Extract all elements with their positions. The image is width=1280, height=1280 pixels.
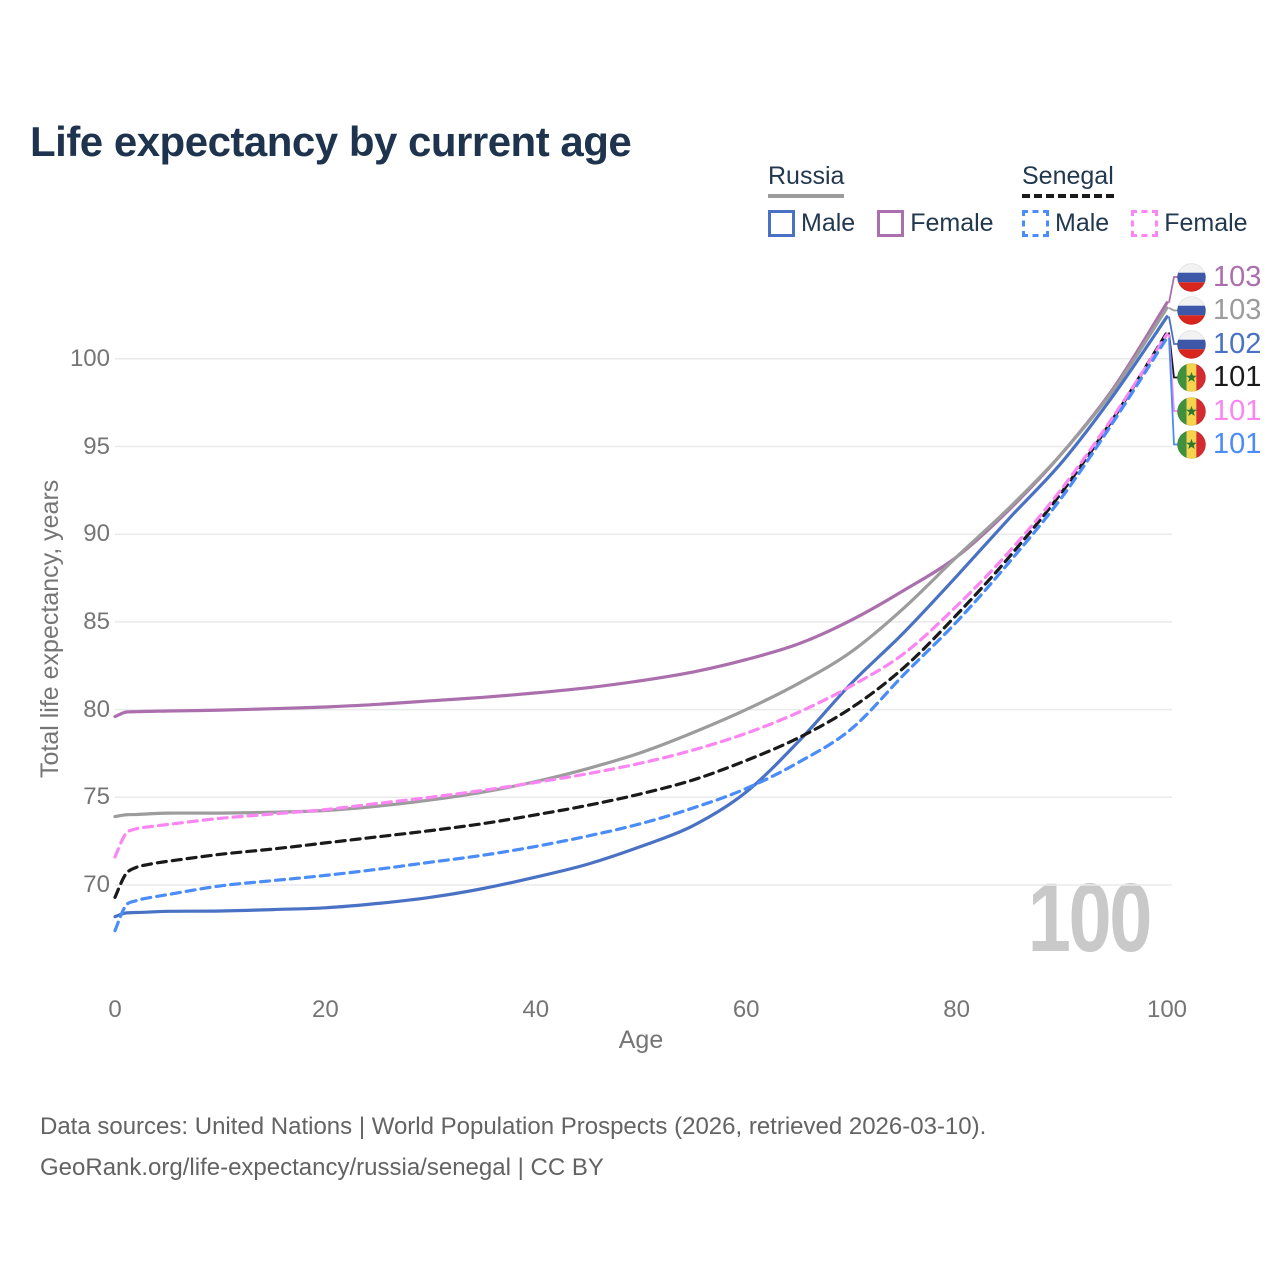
legend-item-senegal-female[interactable]: Female — [1131, 209, 1248, 238]
series-line-senegal-male[interactable] — [113, 336, 1169, 933]
legend-item-label: Male — [1055, 209, 1110, 237]
legend-item-label: Female — [1164, 209, 1248, 237]
current-age-watermark: 100 — [1027, 863, 1153, 972]
legend-russia-label[interactable]: Russia — [768, 162, 845, 198]
legend-item-label: Female — [910, 209, 994, 237]
series-line-russia-male[interactable] — [113, 315, 1169, 919]
leader-line-russia-female — [1168, 276, 1179, 303]
senegal-female-swatch-icon — [1131, 210, 1159, 237]
russia-male-swatch-icon — [768, 210, 795, 237]
leader-line-russia — [1168, 307, 1179, 312]
leader-line-senegal-male — [1168, 337, 1179, 446]
series-line-russia[interactable] — [113, 306, 1169, 819]
legend-item-russia-female[interactable]: Female — [877, 209, 994, 238]
legend-senegal-label[interactable]: Senegal — [1022, 162, 1114, 198]
senegal-male-swatch-icon — [1022, 210, 1049, 237]
footer-sources-line: Data sources: United Nations | World Pop… — [40, 1113, 987, 1140]
legend-item-russia-male[interactable]: Male — [768, 209, 855, 238]
page-title: Life expectancy by current age — [30, 118, 632, 166]
russia-female-swatch-icon — [877, 210, 905, 237]
legend-group-russia: Russia Male Female — [768, 162, 994, 238]
legend-item-senegal-male[interactable]: Male — [1022, 209, 1109, 238]
series-line-senegal[interactable] — [113, 330, 1169, 899]
legend-item-label: Male — [801, 209, 856, 237]
footer: Data sources: United Nations | World Pop… — [40, 1106, 986, 1188]
series-line-senegal-female[interactable] — [113, 332, 1169, 859]
footer-url-line: GeoRank.org/life-expectancy/russia/seneg… — [40, 1154, 604, 1181]
legend-group-senegal: Senegal Male Female — [1022, 162, 1248, 238]
